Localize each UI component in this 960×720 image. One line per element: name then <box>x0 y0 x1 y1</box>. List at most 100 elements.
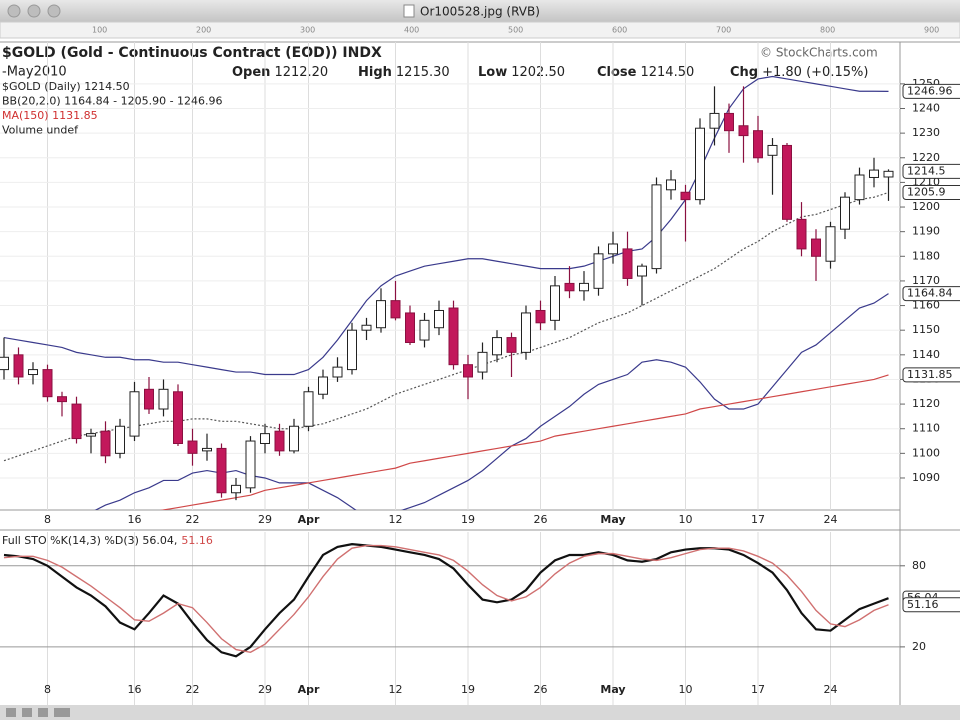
x-tick-label: 8 <box>44 683 51 696</box>
status-icon[interactable] <box>54 708 70 717</box>
y-tick-label: 1240 <box>912 102 940 115</box>
candle-body <box>42 369 53 398</box>
candle-body <box>492 337 502 356</box>
stats: Open 1212.20 High 1215.30 Low 1202.50 Close 121… <box>232 65 868 80</box>
stat-label: Open <box>232 65 270 80</box>
series-line <box>159 374 889 510</box>
series-line <box>3 543 889 658</box>
y-tick-label: 1230 <box>912 126 940 139</box>
candle-body <box>709 112 720 129</box>
x-tick-label: 10 <box>679 683 693 696</box>
y-tick-label: 20 <box>912 640 926 653</box>
series-line <box>3 191 889 462</box>
x-tick-label: 29 <box>258 513 272 526</box>
stat-label: Chg <box>730 65 758 80</box>
stat: Low 1202.50 <box>478 65 565 80</box>
y-tick-label: 1110 <box>912 422 940 435</box>
candle-body <box>289 425 299 452</box>
status-icon[interactable] <box>6 708 16 717</box>
candle-body <box>173 391 183 444</box>
candle-body <box>332 366 343 378</box>
candle-body <box>318 376 328 395</box>
candle-body <box>854 174 865 201</box>
candle-body <box>231 484 241 494</box>
candle-body <box>376 300 386 329</box>
stat: Close 1214.50 <box>597 65 694 80</box>
series-line <box>3 75 889 376</box>
candle-body <box>811 238 821 257</box>
status-icon[interactable] <box>38 708 48 717</box>
value-tag-label: 1205.9 <box>907 185 946 198</box>
x-tick-label: May <box>600 513 625 526</box>
x-tick-label: 24 <box>824 513 838 526</box>
x-tick-label: 22 <box>186 683 200 696</box>
candle-body <box>666 179 676 191</box>
value-tag-label: 1131.85 <box>907 368 953 381</box>
y-tick-label: 1190 <box>912 225 940 238</box>
status-bar <box>0 705 960 720</box>
candle-body <box>622 248 633 279</box>
value-tag-label: 51.16 <box>907 598 939 611</box>
chart-title: $GOLD (Gold - Continuous Contract (EOD))… <box>2 45 382 61</box>
candle-body <box>738 125 749 137</box>
ruler-label: 900 <box>924 26 939 35</box>
plot <box>3 543 889 658</box>
value-tag <box>902 286 960 302</box>
y-tick-label: 1160 <box>912 299 940 312</box>
close-button[interactable] <box>7 4 21 18</box>
stat-value: 1215.30 <box>396 65 450 80</box>
candle-body <box>129 391 140 437</box>
stat-value: 1214.50 <box>640 65 694 80</box>
ruler-label: 200 <box>196 26 211 35</box>
minimize-button[interactable] <box>27 4 41 18</box>
y-tick-label: 1090 <box>912 471 940 484</box>
x-tick-label: 8 <box>44 513 51 526</box>
candle-body <box>390 300 401 319</box>
candle-body <box>100 430 111 457</box>
y-tick-label: 1120 <box>912 397 940 410</box>
x-tick-label: 16 <box>128 683 142 696</box>
status-icon[interactable] <box>22 708 32 717</box>
file-icon <box>403 4 415 18</box>
zoom-button[interactable] <box>47 4 61 18</box>
candle-body <box>245 440 256 489</box>
candle-body <box>144 388 154 410</box>
stat-value: 1202.50 <box>511 65 565 80</box>
stat-label: Close <box>597 65 637 80</box>
candle-body <box>593 253 604 289</box>
y-tick-label: 1200 <box>912 200 940 213</box>
candle-body <box>869 169 879 178</box>
candle-body <box>608 243 618 255</box>
series-line <box>94 293 889 510</box>
candle-body <box>28 369 38 376</box>
stat: Open 1212.20 <box>232 65 328 80</box>
candle-body <box>361 324 372 331</box>
candle-body <box>579 282 589 292</box>
stat-label: Low <box>478 65 507 80</box>
y-tick-label: 1100 <box>912 446 940 459</box>
legend-entry: Volume undef <box>2 124 79 137</box>
candle-body <box>419 319 430 341</box>
value-tag-label: 1214.5 <box>907 164 946 177</box>
plot <box>0 75 894 510</box>
ruler-label: 400 <box>404 26 419 35</box>
stat: High 1215.30 <box>358 65 450 80</box>
ruler <box>0 21 960 39</box>
candle-body <box>535 309 546 324</box>
ruler-label: 100 <box>92 26 107 35</box>
legend-entry: BB(20,2.0) 1164.84 - 1205.90 - 1246.96 <box>2 95 223 108</box>
value-tag-label: 1246.96 <box>907 84 953 97</box>
legend-entry: Full STO %K(14,3) %D(3) 56.04, 51.16 <box>2 534 213 547</box>
ruler-labels: 100 200 300 400 500 600 700 800 900 <box>92 26 939 35</box>
candle-body <box>71 403 82 440</box>
x-tick-label: Apr <box>298 683 320 696</box>
y-tick-label: 1150 <box>912 323 940 336</box>
x-tick-label: 16 <box>128 513 142 526</box>
candle-body <box>695 127 705 201</box>
value-tag <box>902 367 960 383</box>
x-tick-label: 26 <box>534 513 548 526</box>
value-tag <box>902 83 960 99</box>
candle-body <box>86 433 96 437</box>
y-tick-label: 80 <box>912 559 926 572</box>
y-tick-label: 1140 <box>912 348 940 361</box>
